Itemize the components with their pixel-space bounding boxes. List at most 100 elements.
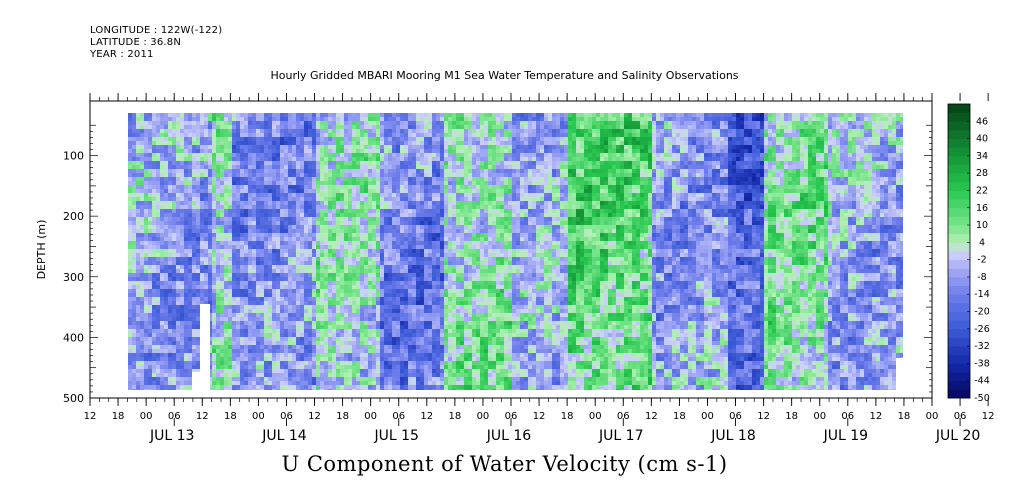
field-cell xyxy=(256,233,261,238)
field-cell xyxy=(180,149,185,154)
field-cell xyxy=(380,325,385,330)
field-cell xyxy=(340,117,345,122)
field-cell xyxy=(384,137,389,142)
field-cell xyxy=(292,121,297,126)
field-cell xyxy=(132,329,137,334)
field-cell xyxy=(184,209,189,214)
field-cell xyxy=(152,265,157,270)
field-cell xyxy=(376,337,381,342)
field-cell xyxy=(332,337,337,342)
field-cell xyxy=(176,349,181,354)
field-cell xyxy=(300,149,305,154)
field-cell xyxy=(308,149,313,154)
field-cell xyxy=(384,349,389,354)
field-cell xyxy=(380,137,385,142)
field-cell xyxy=(240,349,245,354)
field-cell xyxy=(256,205,261,210)
field-cell xyxy=(164,217,169,222)
field-cell xyxy=(320,161,325,166)
field-cell xyxy=(328,377,333,382)
field-cell xyxy=(164,209,169,214)
field-cell xyxy=(188,161,193,166)
field-cell xyxy=(320,305,325,310)
field-cell xyxy=(380,197,385,202)
field-cell xyxy=(180,141,185,146)
field-cell xyxy=(212,209,217,214)
field-cell xyxy=(316,261,321,266)
field-cell xyxy=(328,181,333,186)
field-cell xyxy=(344,373,349,378)
field-cell xyxy=(168,257,173,262)
field-cell xyxy=(192,365,197,370)
field-cell xyxy=(248,249,253,254)
field-cell xyxy=(168,249,173,254)
field-cell xyxy=(316,193,321,198)
field-cell xyxy=(188,209,193,214)
field-cell xyxy=(132,253,137,258)
field-cell xyxy=(396,313,401,318)
field-cell xyxy=(148,225,153,230)
field-cell xyxy=(232,245,237,250)
field-cell xyxy=(384,281,389,286)
field-cell xyxy=(172,261,177,266)
field-cell xyxy=(392,129,397,134)
field-cell xyxy=(272,361,277,366)
field-cell xyxy=(292,345,297,350)
field-cell xyxy=(200,221,205,226)
field-cell xyxy=(380,181,385,186)
field-cell xyxy=(400,329,405,334)
field-cell xyxy=(352,313,357,318)
field-cell xyxy=(188,153,193,158)
field-cell xyxy=(356,305,361,310)
field-cell xyxy=(356,245,361,250)
field-cell xyxy=(292,145,297,150)
field-cell xyxy=(228,257,233,262)
field-cell xyxy=(256,381,261,386)
field-cell xyxy=(144,137,149,142)
field-cell xyxy=(216,337,221,342)
field-cell xyxy=(196,225,201,230)
field-cell xyxy=(364,265,369,270)
field-cell xyxy=(276,161,281,166)
field-cell xyxy=(384,229,389,234)
field-cell xyxy=(348,193,353,198)
field-cell xyxy=(344,381,349,386)
field-cell xyxy=(276,313,281,318)
field-cell xyxy=(288,137,293,142)
field-cell xyxy=(412,117,417,122)
field-cell xyxy=(208,249,213,254)
field-cell xyxy=(256,213,261,218)
field-cell xyxy=(340,273,345,278)
field-cell xyxy=(292,221,297,226)
field-cell xyxy=(264,189,269,194)
field-cell xyxy=(156,377,161,382)
field-cell xyxy=(328,369,333,374)
field-cell xyxy=(172,173,177,178)
field-cell xyxy=(268,245,273,250)
field-cell xyxy=(376,261,381,266)
field-cell xyxy=(364,261,369,266)
field-cell xyxy=(160,377,165,382)
field-cell xyxy=(256,245,261,250)
field-cell xyxy=(164,197,169,202)
field-cell xyxy=(248,161,253,166)
field-cell xyxy=(188,221,193,226)
field-cell xyxy=(136,329,141,334)
field-cell xyxy=(380,117,385,122)
field-cell xyxy=(408,265,413,270)
field-cell xyxy=(232,189,237,194)
field-cell xyxy=(396,261,401,266)
field-cell xyxy=(340,237,345,242)
field-cell xyxy=(272,113,277,118)
field-cell xyxy=(332,273,337,278)
field-cell xyxy=(224,317,229,322)
field-cell xyxy=(356,389,361,390)
field-cell xyxy=(152,373,157,378)
field-cell xyxy=(172,341,177,346)
field-cell xyxy=(188,173,193,178)
field-cell xyxy=(360,381,365,386)
field-cell xyxy=(404,257,409,262)
field-cell xyxy=(320,149,325,154)
field-cell xyxy=(132,205,137,210)
field-cell xyxy=(172,189,177,194)
